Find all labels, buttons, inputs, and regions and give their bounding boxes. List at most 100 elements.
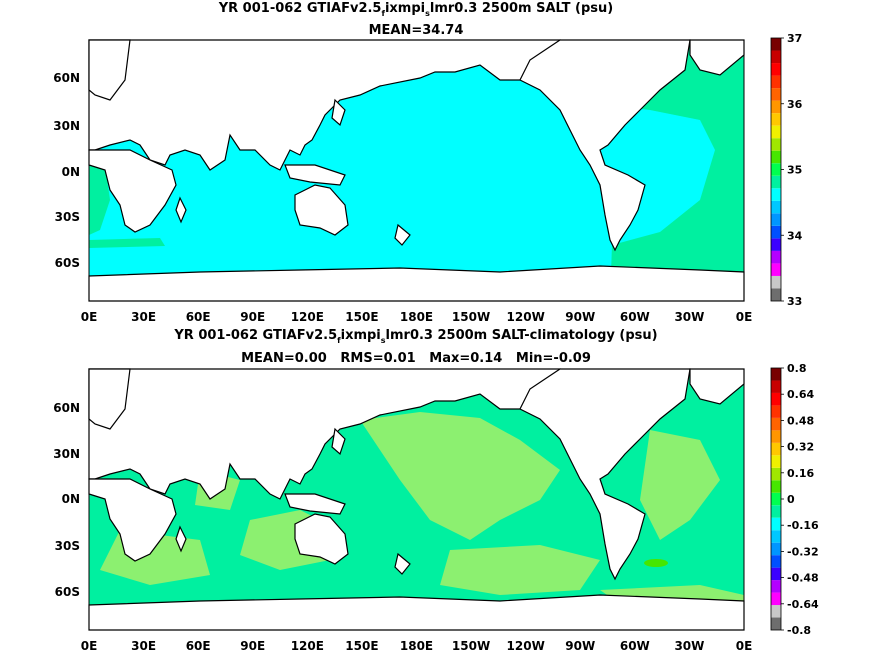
x-tick-label: 90W bbox=[565, 310, 595, 324]
panel-2-stats: MEAN=0.00 RMS=0.01 Max=0.14 Min=-0.09 bbox=[241, 351, 591, 366]
colorbar-tick-label: 0.8 bbox=[787, 362, 807, 375]
y-tick-label: 0N bbox=[62, 165, 80, 179]
colorbar-swatch bbox=[771, 150, 781, 164]
panel-1-colorbar: 37 36 35 34 33 bbox=[770, 32, 803, 308]
colorbar-swatch bbox=[771, 225, 781, 239]
y-tick-label: 30S bbox=[55, 539, 80, 553]
colorbar-swatch bbox=[771, 75, 781, 89]
panel-1-x-axis: 0E 30E 60E 90E 120E 150E 180E 150W 120W 90W 60W 30W… bbox=[81, 310, 753, 324]
colorbar-swatch bbox=[771, 455, 781, 468]
colorbar-tick-label: 37 bbox=[787, 32, 802, 45]
panel-2-title: YR 001-062 GTIAFv2.5fixmpislmr0.3 2500m … bbox=[173, 328, 657, 345]
x-tick-label: 120W bbox=[507, 310, 545, 324]
colorbar-swatch bbox=[771, 288, 781, 301]
colorbar-swatch bbox=[771, 467, 781, 481]
colorbar-tick-label: 36 bbox=[787, 98, 803, 111]
x-tick-label: 90W bbox=[565, 639, 595, 653]
anomaly-patch bbox=[640, 430, 720, 540]
panel-2-map bbox=[88, 368, 745, 631]
anomaly-patch bbox=[644, 559, 668, 567]
panel-1-frame bbox=[88, 39, 745, 302]
colorbar-swatch bbox=[771, 580, 781, 593]
colorbar-tick-label: -0.16 bbox=[787, 519, 819, 532]
x-tick-label: 0E bbox=[736, 639, 753, 653]
y-tick-label: 60S bbox=[55, 256, 80, 270]
x-tick-label: 30W bbox=[674, 639, 704, 653]
x-tick-label: 150E bbox=[345, 310, 378, 324]
colorbar-swatch bbox=[771, 380, 781, 393]
colorbar-swatch bbox=[771, 175, 781, 189]
land-maritime-asia bbox=[284, 164, 346, 186]
colorbar-swatch bbox=[771, 555, 781, 568]
x-tick-label: 30E bbox=[131, 310, 156, 324]
y-tick-label: 0N bbox=[62, 492, 80, 506]
panel-1-stats: MEAN=34.74 bbox=[369, 23, 464, 38]
colorbar-tick-label: -0.48 bbox=[787, 572, 819, 585]
x-tick-label: 60E bbox=[186, 310, 211, 324]
land-maritime-asia bbox=[284, 493, 346, 515]
y-tick-label: 30S bbox=[55, 210, 80, 224]
colorbar-tick-label: 33 bbox=[787, 295, 802, 308]
colorbar-swatch bbox=[771, 405, 781, 418]
colorbar-swatch bbox=[771, 250, 781, 264]
colorbar-swatch bbox=[771, 605, 781, 618]
x-tick-label: 180E bbox=[400, 639, 433, 653]
colorbar-swatch bbox=[771, 50, 781, 64]
land-madagascar bbox=[175, 525, 187, 553]
land-madagascar bbox=[175, 196, 187, 224]
colorbar-swatch bbox=[771, 38, 781, 51]
colorbar-swatch bbox=[771, 213, 781, 226]
panel-1-y-axis: 60N 30N 0N 30S 60S bbox=[53, 71, 80, 270]
panel-1-title: YR 001-062 GTIAFv2.5fixmpislmr0.3 2500m … bbox=[218, 1, 614, 18]
panel-1-atlantic-region bbox=[89, 165, 110, 235]
colorbar-swatch bbox=[771, 163, 781, 176]
land-new-zealand bbox=[394, 223, 411, 246]
colorbar-swatch bbox=[771, 188, 781, 201]
colorbar-swatch bbox=[771, 480, 781, 493]
panel-2-positive-patches bbox=[100, 412, 744, 605]
x-tick-label: 180E bbox=[400, 310, 433, 324]
colorbar-tick-label: -0.32 bbox=[787, 545, 819, 558]
land-americas bbox=[519, 368, 691, 581]
x-tick-label: 0E bbox=[736, 310, 753, 324]
land-new-zealand bbox=[394, 552, 411, 575]
colorbar-tick-label: 0 bbox=[787, 493, 795, 506]
colorbar-tick-label: 35 bbox=[787, 164, 802, 177]
x-tick-label: 90E bbox=[240, 310, 265, 324]
x-tick-label: 60W bbox=[620, 310, 650, 324]
y-tick-label: 60S bbox=[55, 585, 80, 599]
panel-1-southern-band bbox=[630, 238, 744, 248]
land-australia bbox=[294, 184, 349, 236]
colorbar-swatch bbox=[771, 63, 781, 76]
panel-2-frame bbox=[88, 368, 745, 631]
colorbar-swatch bbox=[771, 592, 781, 606]
colorbar-swatch bbox=[771, 200, 781, 214]
colorbar-tick-label: 0.48 bbox=[787, 414, 814, 427]
y-tick-label: 30N bbox=[53, 119, 80, 133]
x-tick-label: 60E bbox=[186, 639, 211, 653]
x-tick-label: 0E bbox=[81, 310, 98, 324]
x-tick-label: 120W bbox=[507, 639, 545, 653]
colorbar-swatch bbox=[771, 368, 781, 381]
colorbar-swatch bbox=[771, 517, 781, 531]
y-tick-label: 30N bbox=[53, 447, 80, 461]
colorbar-swatch bbox=[771, 125, 781, 139]
colorbar-swatch bbox=[771, 492, 781, 506]
panel-2-land bbox=[88, 368, 745, 631]
x-tick-label: 150E bbox=[345, 639, 378, 653]
colorbar-swatch bbox=[771, 567, 781, 581]
colorbar-tick-label: -0.8 bbox=[787, 624, 811, 637]
colorbar-tick-label: 0.64 bbox=[787, 388, 814, 401]
land-australia bbox=[294, 513, 349, 565]
colorbar-swatch bbox=[771, 238, 781, 251]
colorbar-swatch bbox=[771, 505, 781, 518]
x-tick-label: 60W bbox=[620, 639, 650, 653]
colorbar-swatch bbox=[771, 263, 781, 276]
land-africa bbox=[88, 478, 177, 562]
anomaly-patch bbox=[360, 412, 560, 540]
anomaly-patch bbox=[440, 545, 600, 595]
panel-1-southern-band bbox=[89, 238, 165, 248]
x-tick-label: 150W bbox=[452, 310, 490, 324]
panel-2-colorbar: 0.8 0.64 0.48 0.32 0.16 0 -0.16 -0.32 -0.48 -0.64… bbox=[770, 362, 819, 637]
x-tick-label: 90E bbox=[240, 639, 265, 653]
